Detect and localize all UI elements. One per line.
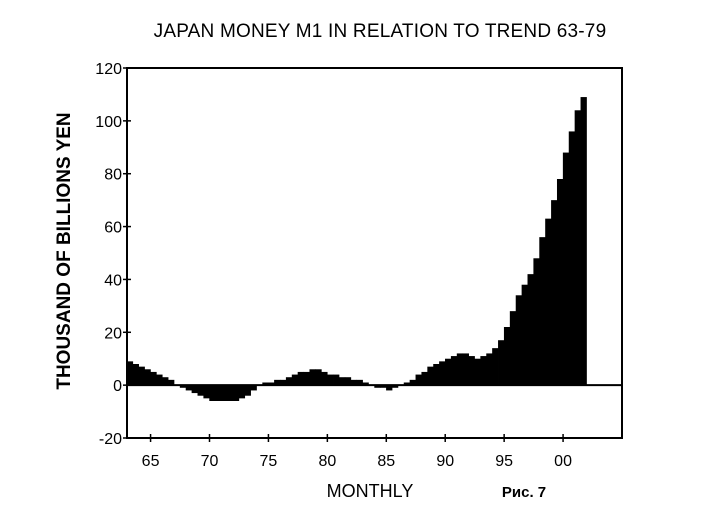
y-tick-label: 0 [113, 378, 122, 395]
bar [303, 371, 310, 386]
bar [515, 295, 523, 386]
bar [533, 258, 540, 386]
bar [539, 237, 546, 386]
bar [403, 382, 411, 386]
bar [350, 379, 358, 386]
bar [462, 353, 469, 386]
chart-title: JAPAN MONEY M1 IN RELATION TO TREND 63-7… [154, 21, 607, 42]
y-tick-label: 40 [104, 272, 122, 289]
x-tick-label: 75 [260, 453, 278, 470]
bar [226, 385, 234, 401]
bar [545, 218, 552, 386]
y-axis-label: THOUSAND OF BILLIONS YEN [54, 112, 75, 389]
bar [492, 348, 499, 386]
y-tick-label: 20 [104, 325, 122, 342]
bar [215, 385, 222, 401]
bar [580, 97, 587, 386]
bar [509, 311, 517, 386]
bar [468, 356, 475, 386]
bar [274, 379, 281, 386]
bar [191, 385, 198, 394]
bar [232, 385, 240, 401]
bar [338, 377, 346, 386]
bar [203, 385, 210, 399]
x-tick-label: 85 [377, 453, 395, 470]
x-tick-label: 65 [142, 453, 160, 470]
bar [421, 371, 428, 386]
y-tick-label: 120 [95, 61, 122, 78]
bar [568, 131, 576, 386]
bar [521, 284, 528, 386]
bar [433, 364, 440, 386]
y-tick-label: 80 [104, 167, 122, 184]
x-tick-label: 80 [318, 453, 336, 470]
bar [126, 361, 134, 386]
bar [556, 179, 564, 386]
x-axis-label: MONTHLY [327, 481, 414, 501]
bar [415, 374, 422, 386]
bar [450, 356, 458, 386]
bar [156, 374, 163, 386]
bar [168, 379, 175, 386]
bar [297, 371, 304, 386]
bar [409, 379, 416, 386]
bar [356, 379, 363, 386]
bar [445, 358, 452, 386]
bar [427, 366, 434, 386]
bar [574, 110, 581, 386]
plot-frame [126, 67, 623, 439]
bar [197, 385, 204, 396]
figure-caption: Рис. 7 [502, 484, 546, 501]
x-tick-label: 95 [495, 453, 513, 470]
bars-layer [126, 97, 587, 401]
bar [391, 385, 399, 388]
bar [498, 340, 505, 386]
y-ticks: 120 100 80 60 40 20 0 -20 [95, 61, 131, 448]
bar [380, 385, 387, 388]
bar [480, 356, 487, 386]
bar [138, 366, 145, 386]
bar [280, 379, 287, 386]
bar [185, 385, 193, 391]
bar [527, 274, 534, 386]
bar [262, 382, 269, 386]
bar [503, 327, 511, 386]
bar [386, 385, 393, 391]
x-tick-label: 00 [554, 453, 572, 470]
bar [562, 152, 570, 386]
bar [439, 361, 446, 386]
bar [285, 377, 293, 386]
bar [144, 369, 151, 386]
y-tick-label: 100 [95, 114, 122, 131]
bar [309, 369, 316, 386]
bar [221, 385, 228, 401]
x-tick-label: 90 [436, 453, 454, 470]
bar [179, 385, 187, 388]
bar [132, 364, 139, 386]
bar [374, 385, 381, 388]
bar [344, 377, 352, 386]
bar [209, 385, 216, 401]
bar [238, 385, 246, 399]
x-tick-label: 70 [201, 453, 219, 470]
x-ticks: 65 70 75 80 85 90 95 00 [142, 434, 572, 470]
bar [486, 353, 493, 386]
bar [362, 382, 369, 386]
bar [321, 371, 328, 386]
bar [474, 358, 481, 386]
bar [291, 374, 299, 386]
bar [315, 369, 322, 386]
bar [162, 377, 169, 386]
bar [456, 353, 464, 386]
bar [250, 385, 257, 391]
bar [150, 371, 157, 386]
y-tick-label: -20 [99, 431, 122, 448]
y-tick-label: 60 [104, 220, 122, 237]
bar [327, 374, 334, 386]
bar [268, 382, 275, 386]
bar [244, 385, 251, 396]
bar [333, 374, 340, 386]
bar [551, 200, 558, 386]
